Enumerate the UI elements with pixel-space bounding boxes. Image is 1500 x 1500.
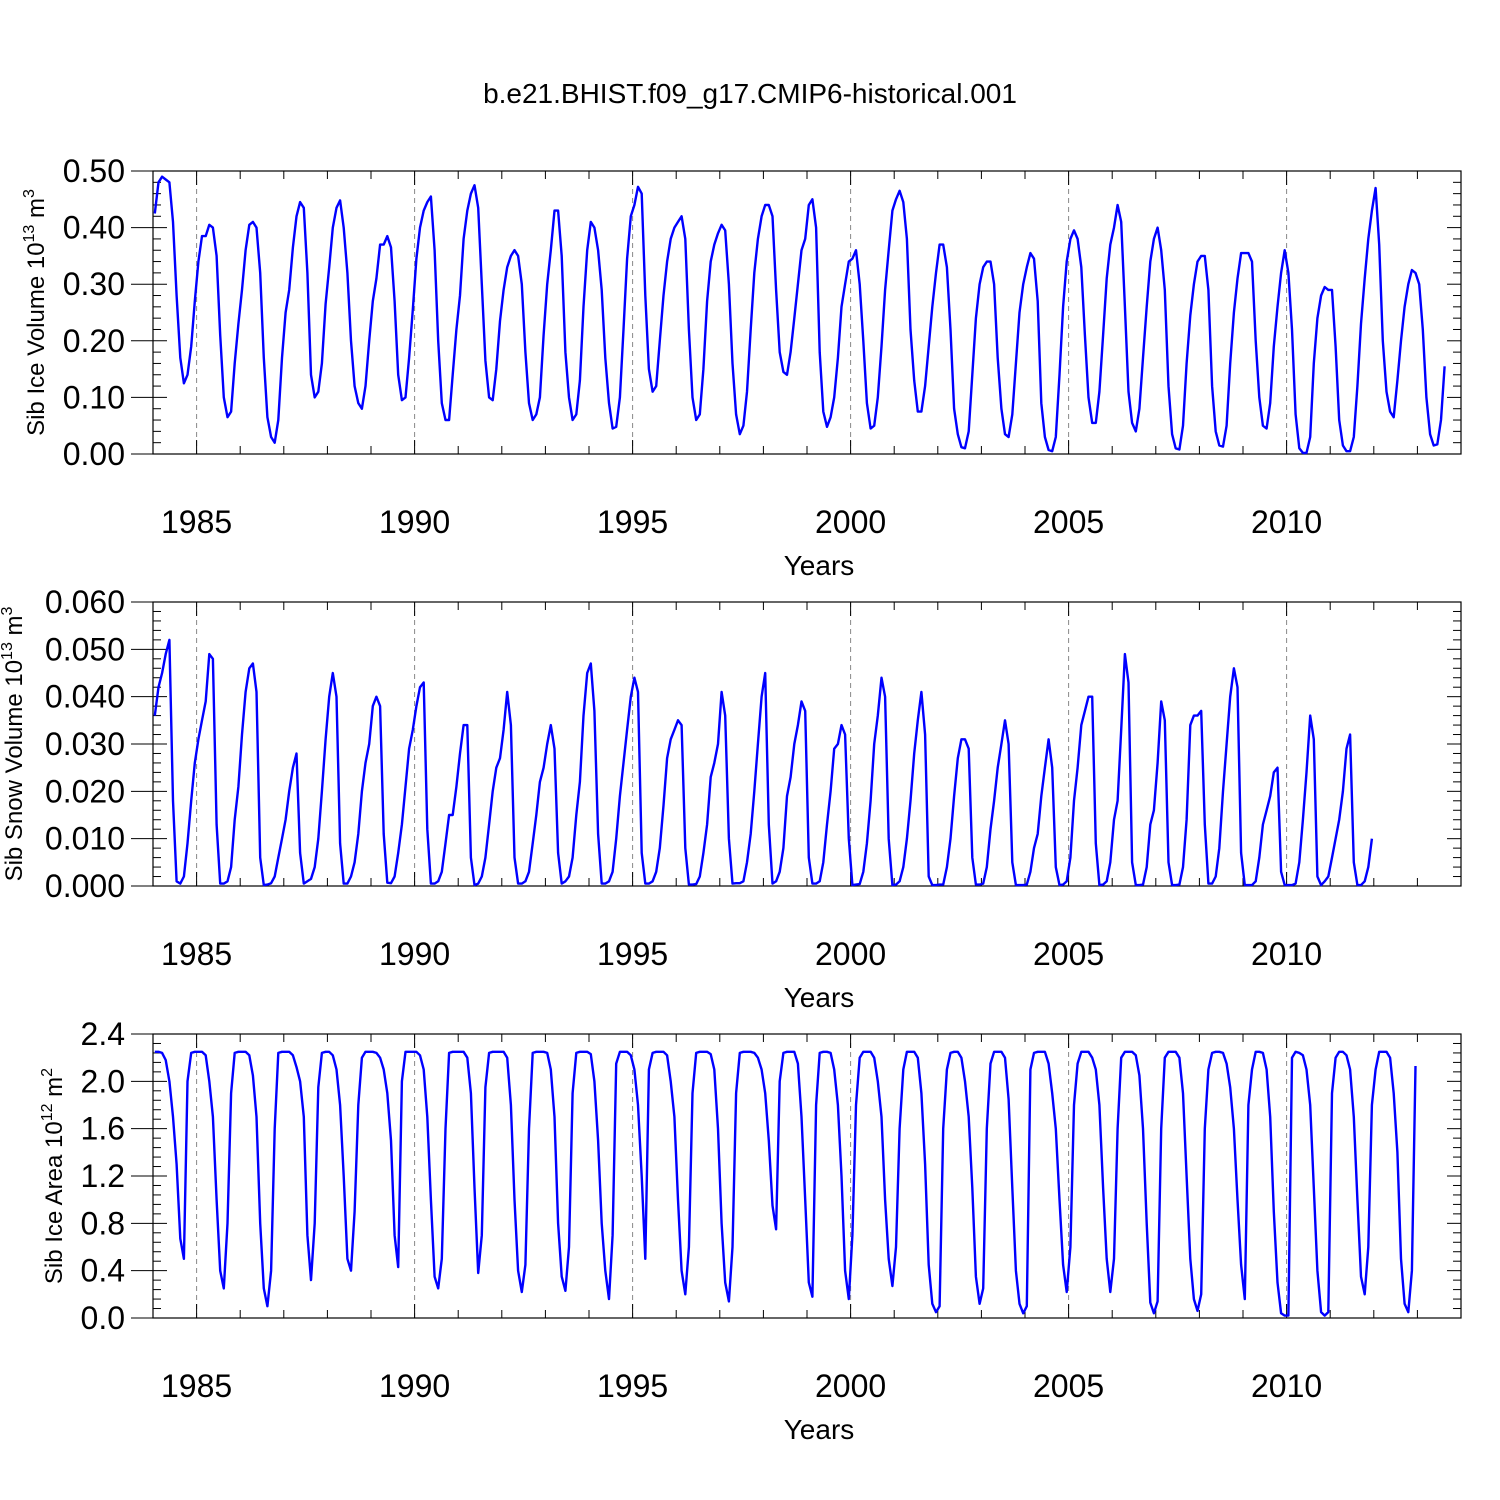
x-tick-label: 2000	[815, 1368, 886, 1404]
plot-frame	[152, 601, 1462, 887]
x-tick-label: 2005	[1033, 1368, 1104, 1404]
y-tick-label: 0.030	[45, 726, 125, 762]
y-tick-label: 0.060	[45, 584, 125, 620]
plot-frame	[152, 1033, 1462, 1319]
y-tick-label: 0.50	[63, 153, 125, 189]
series-line	[154, 1050, 1417, 1317]
x-tick-label: 1990	[379, 936, 450, 972]
y-tick-label: 2.4	[81, 1016, 125, 1052]
x-tick-label: 1990	[379, 504, 450, 540]
x-tick-label: 2010	[1251, 936, 1322, 972]
x-tick-label: 1985	[161, 1368, 232, 1404]
x-tick-label: 2000	[815, 504, 886, 540]
x-axis-label: Years	[784, 982, 855, 1013]
y-tick-label: 1.2	[81, 1158, 125, 1194]
y-tick-label: 0.020	[45, 773, 125, 809]
x-tick-label: 2005	[1033, 936, 1104, 972]
y-tick-label: 0.050	[45, 631, 125, 667]
x-tick-label: 2000	[815, 936, 886, 972]
y-tick-label: 2.0	[81, 1063, 125, 1099]
x-tick-label: 1985	[161, 936, 232, 972]
series-line	[153, 175, 1446, 455]
chart-title: b.e21.BHIST.f09_g17.CMIP6-historical.001	[483, 78, 1017, 109]
y-tick-label: 0.4	[81, 1253, 125, 1289]
series-line	[153, 638, 1374, 887]
x-tick-label: 1995	[597, 1368, 668, 1404]
x-tick-label: 2005	[1033, 504, 1104, 540]
x-tick-label: 2010	[1251, 1368, 1322, 1404]
y-tick-label: 0.20	[63, 323, 125, 359]
y-tick-label: 1.6	[81, 1111, 125, 1147]
y-tick-label: 0.00	[63, 436, 125, 472]
y-tick-label: 0.000	[45, 868, 125, 904]
x-tick-label: 1985	[161, 504, 232, 540]
y-tick-label: 0.040	[45, 679, 125, 715]
y-tick-label: 0.40	[63, 210, 125, 246]
y-axis-label: Sib Snow Volume 1013 m3	[0, 606, 28, 881]
x-tick-label: 1990	[379, 1368, 450, 1404]
y-tick-label: 0.10	[63, 379, 125, 415]
x-axis-label: Years	[784, 1414, 855, 1445]
plot-frame	[152, 170, 1462, 455]
x-tick-label: 2010	[1251, 504, 1322, 540]
chart-panel-3: 0.0 0.4 0.8 1.2 1.6 2.0 2.4 1985 1990 1995 2000 200…	[39, 1016, 1462, 1445]
y-tick-label: 0.0	[81, 1300, 125, 1336]
y-tick-label: 0.30	[63, 266, 125, 302]
x-tick-label: 1995	[597, 504, 668, 540]
y-axis-label: Sib Ice Area 1012 m2	[39, 1068, 68, 1284]
x-axis-label: Years	[784, 550, 855, 581]
x-tick-label: 1995	[597, 936, 668, 972]
chart-panel-2: 0.000 0.010 0.020 0.030 0.040 0.050 0.060 1985 1…	[0, 584, 1462, 1013]
y-tick-label: 0.8	[81, 1205, 125, 1241]
y-axis-label: Sib Ice Volume 1013 m3	[21, 189, 50, 436]
y-tick-label: 0.010	[45, 821, 125, 857]
chart-panel-1: 0.00 0.10 0.20 0.30 0.40 0.50 1985 1990 1995 2000…	[21, 153, 1462, 581]
